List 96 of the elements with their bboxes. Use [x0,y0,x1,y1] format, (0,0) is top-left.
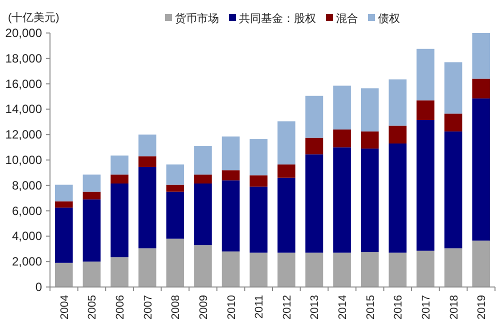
bar [55,262,73,287]
bar [416,250,434,287]
bar [333,147,351,253]
legend-label: 货币市场 [175,12,219,25]
x-tick-label: 2015 [364,295,377,320]
x-tick-label: 2010 [226,295,238,320]
bar [138,156,156,167]
bar [55,208,73,263]
bar [416,120,434,251]
x-tick-label: 2008 [170,295,182,320]
x-tick-label: 2018 [448,295,460,320]
bar [360,88,379,132]
bar [166,164,184,185]
bar [305,96,324,138]
x-tick-label: 2016 [392,295,405,320]
bar [110,174,128,184]
bar [472,98,490,241]
bar [110,156,128,175]
bar [305,138,324,154]
legend-label: 混合 [336,12,358,25]
y-tick-label: 8,000 [12,178,42,192]
bar [82,174,101,192]
y-tick-label: 14,000 [5,102,42,116]
y-tick-label: 12,000 [5,128,42,142]
y-axis-title: (十亿美元) [8,11,60,24]
bar [472,78,490,98]
bar [333,86,351,130]
y-tick-label: 6,000 [12,204,42,218]
bar [250,252,268,287]
bar [222,136,240,170]
legend-label: 共同基金：股权 [239,12,316,25]
x-tick-label: 2006 [114,295,127,320]
y-tick-label: 2,000 [12,254,42,269]
bar [194,245,212,287]
bar [194,183,212,246]
bar [360,148,379,252]
bar [278,121,296,164]
bar [416,48,434,100]
legend-label: 债权 [378,13,400,25]
y-tick-label: 4,000 [12,229,42,244]
bar [360,252,379,287]
bar [472,240,490,287]
x-tick-label: 2009 [198,295,210,320]
bar [472,33,490,79]
bar [388,79,407,126]
bar [82,262,101,287]
y-tick-label: 0 [35,280,42,294]
bar [305,252,324,287]
bar [82,199,101,262]
x-tick-label: 2017 [420,295,432,320]
x-tick-label: 2004 [58,295,71,320]
bar [138,166,156,248]
x-tick-label: 2012 [281,295,294,320]
bar [416,100,434,120]
bar [250,186,268,253]
y-tick-label: 20,000 [5,26,42,40]
bar [278,178,296,253]
bar [444,114,462,132]
bar [360,131,379,149]
y-tick-label: 16,000 [5,76,42,91]
bar [250,175,268,187]
x-tick-label: 2014 [337,295,350,320]
bar [305,154,324,253]
bar [333,130,351,148]
y-tick-label: 10,000 [5,153,42,167]
bar [444,131,462,248]
bar [388,126,407,144]
x-tick-label: 2011 [254,295,266,319]
x-tick-label: 2007 [142,295,154,320]
x-tick-label: 2005 [86,295,99,320]
bar [278,252,296,287]
bar [250,139,268,176]
bar [138,248,156,287]
x-tick-label: 2019 [476,295,488,320]
bar [444,248,462,287]
bar [166,184,184,192]
x-tick-label: 2013 [309,295,322,320]
bar [278,164,296,178]
bar [55,201,73,208]
bar [222,180,240,252]
bar [444,62,462,114]
bar [110,257,128,287]
bar [388,143,407,253]
bar [388,252,407,287]
y-tick-label: 18,000 [5,51,42,66]
bar [55,184,73,202]
bar [333,252,351,287]
bar [222,170,240,180]
bar [82,192,101,200]
bar [110,183,128,258]
bar [166,192,184,239]
bar [166,238,184,287]
bar [194,174,212,184]
bar [138,134,156,156]
bar [222,251,240,287]
bar [194,146,212,175]
